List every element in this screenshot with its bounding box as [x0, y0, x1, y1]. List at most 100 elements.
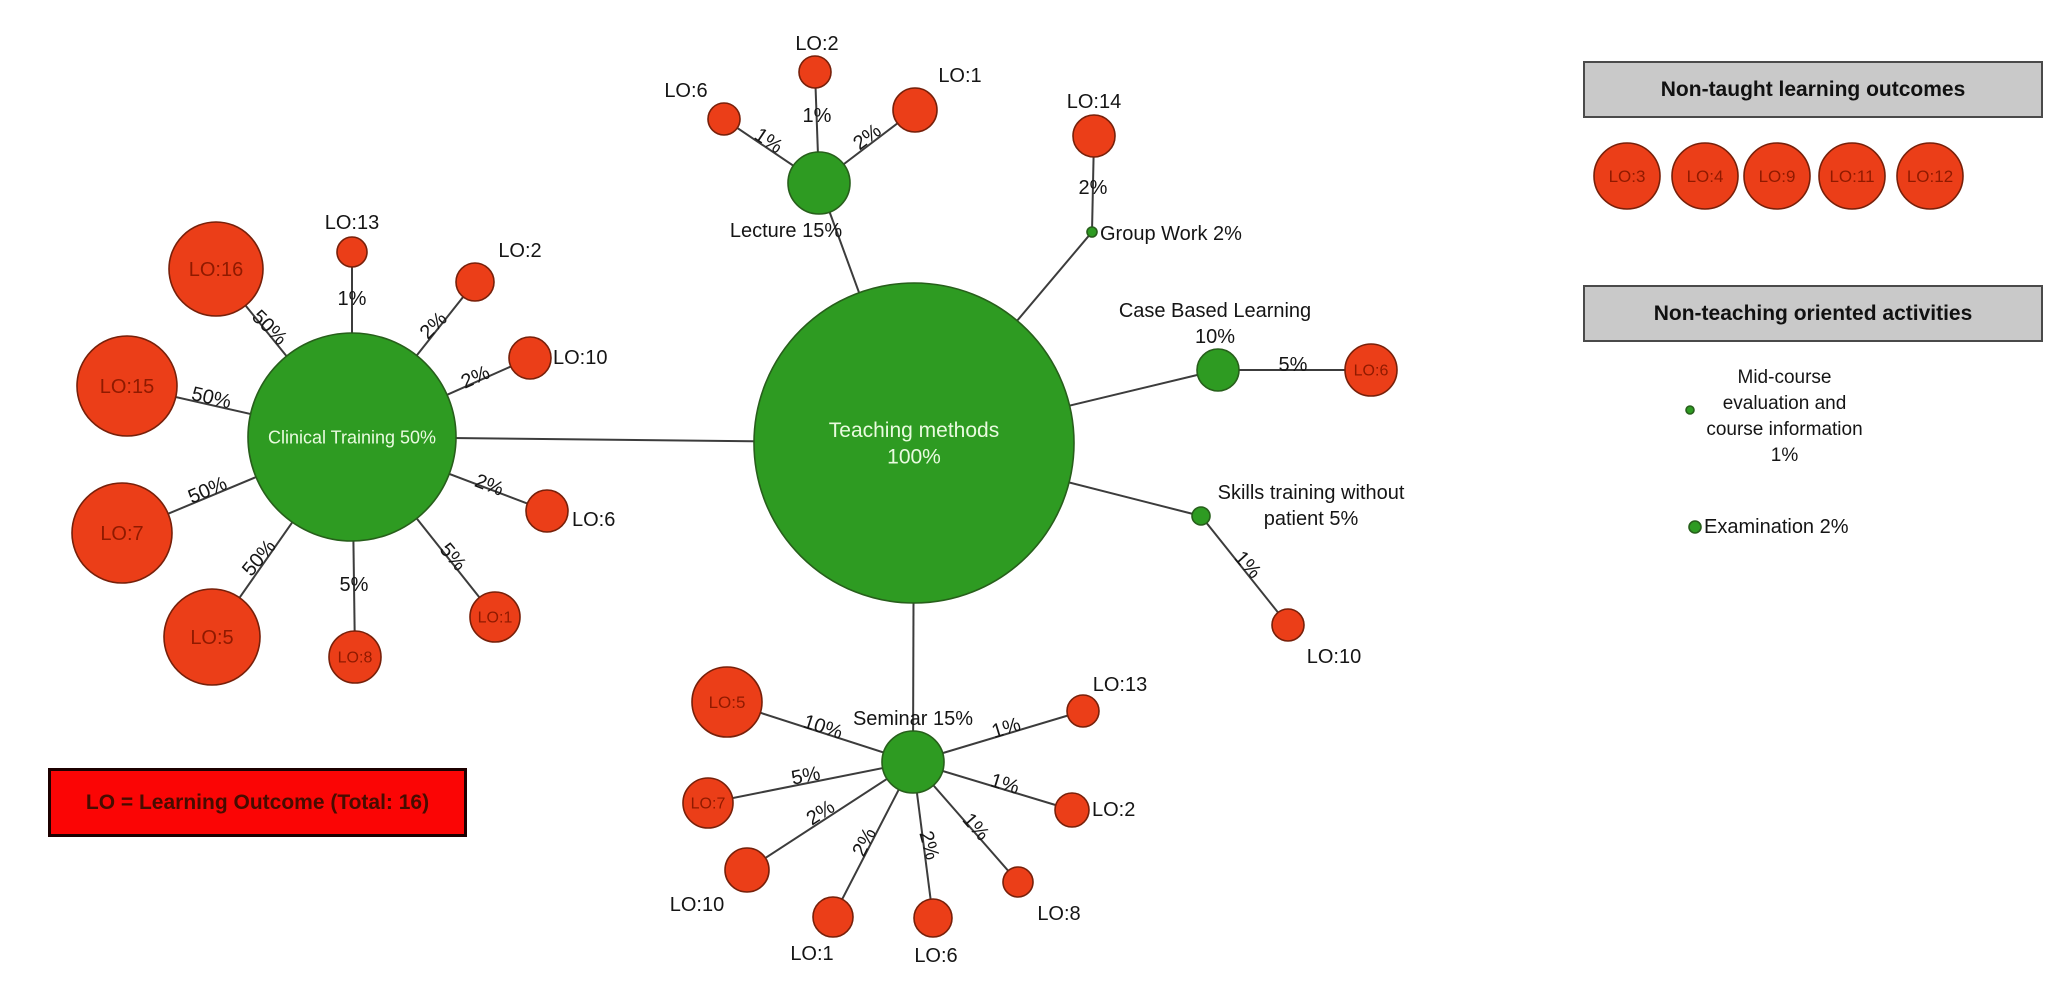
panel-header-non-taught-label: Non-taught learning outcomes: [1660, 78, 1966, 101]
edge-skills-s10: [1200, 515, 1289, 626]
node-c8: [328, 630, 382, 684]
node-se6-label: LO:6: [914, 945, 957, 967]
node-c6c: [525, 489, 569, 533]
node-skills-label: patient 5%: [1264, 508, 1359, 530]
node-l2-label: LO:2: [795, 33, 838, 55]
node-l6: [707, 102, 741, 136]
node-se10: [724, 847, 770, 893]
legend-box: LO = Learning Outcome (Total: 16): [48, 768, 467, 837]
node-se2: [1054, 792, 1090, 828]
edge-label-seminar-se7: 5%: [790, 763, 823, 790]
node-seminar-label: Seminar 15%: [853, 708, 973, 730]
node-skills-label: Skills training without: [1218, 482, 1405, 504]
node-se1-label: LO:1: [790, 943, 833, 965]
edge-label-skills-s10: 1%: [1230, 547, 1266, 583]
node-se5: [691, 666, 763, 738]
node-casebased-label: Case Based Learning: [1119, 300, 1311, 322]
edge-seminar-se10: [746, 761, 914, 871]
node-se8-label: LO:8: [1037, 903, 1080, 925]
node-cb6: [1344, 343, 1398, 397]
edge-label-groupwork-g14: 2%: [1079, 177, 1108, 199]
node-c13: [336, 236, 368, 268]
legend-text: LO = Learning Outcome (Total: 16): [85, 791, 430, 814]
examination-text: Examination 2%: [1704, 516, 1849, 538]
node-c1: [469, 591, 521, 643]
node-n9: [1743, 142, 1811, 210]
node-l2: [798, 55, 832, 89]
node-examination: [1688, 520, 1702, 534]
node-c10: [508, 336, 552, 380]
node-groupwork: [1086, 226, 1098, 238]
node-skills: [1191, 506, 1211, 526]
midcourse-evaluation-label: Mid-course evaluation and course informa…: [1687, 365, 1882, 469]
node-clinical-inner-label: Clinical Training 50%: [268, 427, 436, 447]
edge-seminar-se7: [707, 761, 914, 804]
edge-label-lecture-l6: 1%: [750, 124, 786, 159]
node-c8-inner-label: LO:8: [338, 650, 373, 667]
node-casebased: [1196, 348, 1240, 392]
node-se8: [1002, 866, 1034, 898]
edge-label-seminar-se8: 1%: [958, 809, 994, 845]
edge-label-clinical-c7: 50%: [185, 472, 231, 508]
node-c16: [168, 221, 264, 317]
panel-header-non-teaching: Non-teaching oriented activities: [1583, 285, 2043, 342]
edge-label-clinical-c2c: 2%: [416, 308, 452, 344]
node-n12-inner-label: LO:12: [1907, 167, 1953, 186]
node-se10-label: LO:10: [670, 894, 724, 916]
node-n4: [1671, 142, 1739, 210]
node-s10-label: LO:10: [1307, 646, 1361, 668]
edge-label-seminar-se5: 10%: [800, 711, 845, 744]
node-teaching-inner-label: Teaching methods: [829, 419, 999, 442]
node-g14: [1072, 114, 1116, 158]
edge-label-clinical-c16: 50%: [247, 306, 291, 350]
node-n11: [1818, 142, 1886, 210]
midcourse-line-2: evaluation and: [1722, 393, 1847, 414]
node-midcourse: [1685, 405, 1695, 415]
panel-header-non-taught: Non-taught learning outcomes: [1583, 61, 2043, 118]
node-clinical: [247, 332, 457, 542]
node-teaching-inner-label: 100%: [887, 445, 941, 468]
node-se13: [1066, 694, 1100, 728]
edge-label-clinical-c5: 50%: [238, 536, 281, 581]
edge-label-clinical-c1: 5%: [435, 539, 471, 575]
node-l1: [892, 87, 938, 133]
node-c7-inner-label: LO:7: [100, 523, 143, 545]
node-n11-inner-label: LO:11: [1829, 167, 1874, 186]
node-se6: [913, 898, 953, 938]
node-c2c-label: LO:2: [498, 240, 541, 262]
panel-header-non-teaching-label: Non-teaching oriented activities: [1653, 302, 1973, 325]
node-teaching: [753, 282, 1075, 604]
edge-label-seminar-se1: 2%: [848, 824, 881, 860]
node-l1-label: LO:1: [938, 65, 981, 87]
examination-label: Examination 2%: [1704, 516, 1849, 539]
node-se5-inner-label: LO:5: [709, 693, 746, 712]
node-c13-label: LO:13: [325, 212, 379, 234]
node-groupwork-label: Group Work 2%: [1100, 223, 1242, 245]
node-c2c: [455, 262, 495, 302]
node-se7: [682, 777, 734, 829]
midcourse-line-3: course information: [1706, 419, 1863, 440]
node-c15: [76, 335, 178, 437]
node-se7-inner-label: LO:7: [691, 796, 726, 813]
edge-label-seminar-se10: 2%: [803, 796, 839, 830]
node-g14-label: LO:14: [1067, 91, 1121, 113]
edge-label-seminar-se6: 2%: [914, 829, 943, 863]
midcourse-line-4: 1%: [1770, 445, 1799, 466]
midcourse-line-1: Mid-course: [1737, 367, 1832, 388]
node-n3-inner-label: LO:3: [1609, 167, 1646, 186]
node-n3: [1593, 142, 1661, 210]
node-seminar: [881, 730, 945, 794]
node-se1: [812, 896, 854, 938]
node-c5: [163, 588, 261, 686]
edge-label-lecture-l2: 1%: [803, 105, 832, 127]
node-casebased-label: 10%: [1195, 326, 1235, 348]
node-n12: [1896, 142, 1964, 210]
edge-label-seminar-se2: 1%: [988, 770, 1022, 800]
node-c7: [71, 482, 173, 584]
node-c1-inner-label: LO:1: [478, 610, 513, 627]
edge-label-clinical-c15: 50%: [189, 383, 233, 413]
node-cb6-inner-label: LO:6: [1354, 363, 1389, 380]
node-lecture: [787, 151, 851, 215]
